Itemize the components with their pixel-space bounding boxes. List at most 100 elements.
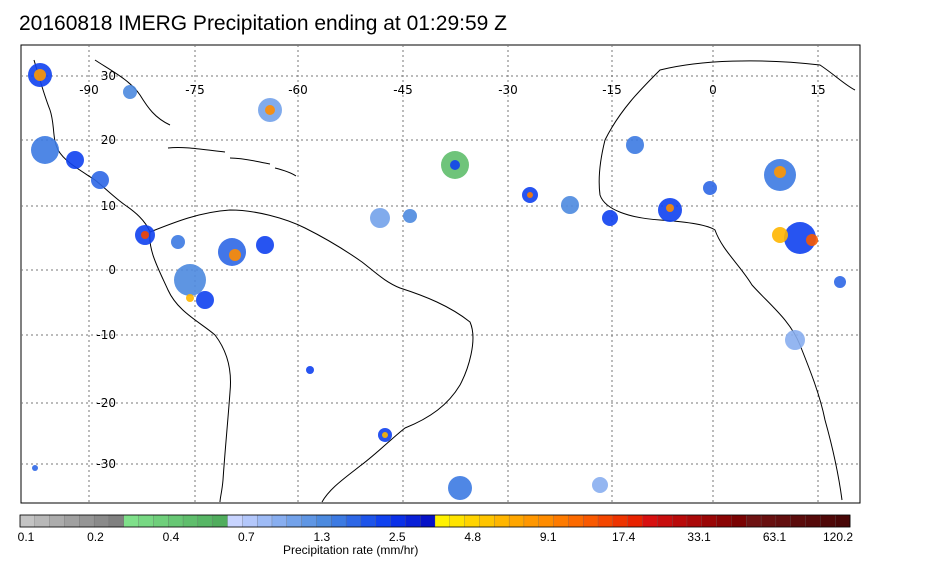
graticule: -90 -75 -60 -45 -30 -15 0 15 30 20 10 0 -10 -20 -30 [21, 45, 860, 503]
colorbar-swatch [612, 514, 629, 528]
colorbar-swatch [138, 514, 154, 528]
precip-cell [196, 291, 214, 309]
colorbar-swatch [583, 514, 599, 528]
lon-label: -45 [393, 83, 413, 97]
colorbar-swatch [671, 514, 688, 528]
colorbar-label: Precipitation rate (mm/hr) [283, 543, 419, 557]
lon-label: -30 [498, 83, 518, 97]
precip-cell [306, 366, 314, 374]
precip-cell [448, 476, 472, 500]
colorbar-swatch [64, 514, 80, 528]
colorbar-swatch [553, 514, 569, 528]
colorbar-swatch [642, 514, 658, 528]
lon-label: -90 [79, 83, 99, 97]
colorbar-swatch [760, 514, 777, 528]
colorbar-tick-label: 0.7 [238, 530, 255, 544]
colorbar-swatch [508, 514, 525, 528]
colorbar-swatch [93, 514, 110, 528]
lat-label: 0 [108, 263, 116, 277]
precip-cell [561, 196, 579, 214]
precip-cell [171, 235, 185, 249]
precip-cell [785, 330, 805, 350]
lon-label: -60 [288, 83, 308, 97]
colorbar-tick-label: 120.2 [822, 530, 854, 544]
colorbar-swatch [79, 514, 95, 528]
lon-label: 15 [810, 83, 825, 97]
colorbar-swatch [271, 514, 288, 528]
precip-cell [32, 465, 38, 471]
colorbar-tick-label: 17.4 [611, 530, 636, 544]
colorbar-swatch [227, 514, 243, 528]
precip-cell [403, 209, 417, 223]
precip-cell [265, 105, 275, 115]
colorbar-tick-label: 0.2 [87, 530, 104, 544]
colorbar-tick-label: 1.3 [313, 530, 331, 544]
map-frame [20, 44, 861, 504]
colorbar-swatch [301, 514, 317, 528]
colorbar-swatch [405, 514, 421, 528]
lat-label: -10 [96, 328, 116, 342]
lat-label: -20 [96, 396, 116, 410]
colorbar-swatch [153, 514, 169, 528]
colorbar-tick-label: 9.1 [539, 530, 557, 544]
colorbar-swatch [360, 514, 377, 528]
precip-cell [91, 171, 109, 189]
colorbar-swatch [731, 514, 747, 528]
colorbar-swatch [597, 514, 614, 528]
lon-label: -75 [185, 83, 205, 97]
colorbar-swatch [627, 514, 643, 528]
precip-cell [31, 136, 59, 164]
colorbar-swatch [835, 514, 851, 528]
colorbar-swatch [34, 514, 51, 528]
colorbar-swatch [657, 514, 673, 528]
colorbar-swatch [805, 514, 821, 528]
colorbar-swatch [390, 514, 406, 528]
colorbar-swatch [123, 514, 140, 528]
colorbar-tick-label: 4.8 [464, 530, 482, 544]
colorbar-swatch [256, 514, 273, 528]
colorbar-swatch [316, 514, 332, 528]
precip-cell [784, 222, 816, 254]
precipitation-cells [28, 63, 846, 500]
colorbar-swatch [108, 514, 125, 528]
colorbar-tick-label: 0.1 [17, 530, 35, 544]
colorbar-swatch [775, 514, 792, 528]
colorbar-swatch [168, 514, 184, 528]
precip-cell [174, 264, 206, 296]
lon-label: 0 [709, 83, 717, 97]
colorbar-border [19, 514, 851, 528]
lat-label: 20 [101, 133, 116, 147]
precip-cell [256, 236, 274, 254]
colorbar-tick-label: 63.1 [762, 530, 787, 544]
colorbar-tick-label: 2.5 [388, 530, 406, 544]
precip-cell [527, 192, 533, 198]
lat-label: -30 [96, 457, 116, 471]
precip-cell [186, 294, 194, 302]
colorbar-swatch [182, 514, 199, 528]
colorbar-swatch [523, 514, 540, 528]
precip-cell [602, 210, 618, 226]
precip-cell [806, 234, 818, 246]
precip-cell [592, 477, 608, 493]
precip-cell [66, 151, 84, 169]
colorbar-swatch [375, 514, 391, 528]
precip-cell [450, 160, 460, 170]
colorbar-swatch [212, 514, 228, 528]
precip-cell [834, 276, 846, 288]
colorbar-swatch [716, 514, 732, 528]
colorbar-swatch [568, 514, 584, 528]
colorbar-swatch [286, 514, 303, 528]
colorbar-swatch [49, 514, 65, 528]
coastlines [33, 59, 856, 503]
colorbar-swatch [701, 514, 718, 528]
colorbar-swatch [19, 514, 36, 528]
colorbar-swatch [197, 514, 214, 528]
colorbar-tick-label: 33.1 [687, 530, 711, 544]
precip-cell [141, 231, 149, 239]
lat-label: 30 [101, 69, 116, 83]
precip-cell [229, 249, 241, 261]
colorbar-swatch [686, 514, 703, 528]
colorbar [19, 514, 851, 528]
colorbar-swatch [345, 514, 362, 528]
